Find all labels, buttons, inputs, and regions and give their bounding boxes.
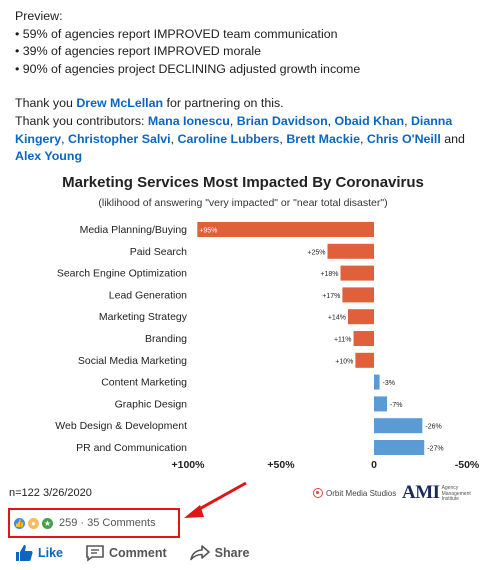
mention-contributor[interactable]: Caroline Lubbers [177,131,280,146]
category-label: Graphic Design [115,398,188,410]
contributors-line: Thank you contributors: Mana Ionescu, Br… [15,113,465,164]
data-label: +11% [334,337,352,344]
bar [347,309,374,325]
chart-image[interactable]: Marketing Services Most Impacted By Coro… [0,170,486,480]
data-label: +18% [320,271,338,278]
bullet-3: • 90% of agencies project DECLINING adju… [15,61,361,76]
mention-contributor[interactable]: Mana Ionescu [147,113,230,128]
contributors-and: and [440,131,465,146]
category-label: Search Engine Optimization [57,268,187,280]
category-label: PR and Communication [76,442,187,454]
category-label: Web Design & Development [55,420,187,432]
mention-contributor[interactable]: Obaid Khan [334,113,405,128]
thanks-suffix: for partnering on this. [163,96,284,111]
bar [197,222,374,237]
category-label: Social Media Marketing [78,355,187,367]
reaction-count[interactable]: 259 · 35 Comments [59,517,156,529]
data-label: -26% [425,424,441,431]
chart-subtitle: (liklihood of answering "very impacted" … [98,197,388,209]
category-label: Media Planning/Buying [80,224,188,236]
data-label: +10% [335,358,353,365]
like-icon: 👍 [13,516,26,530]
post-text: Preview: • 59% of agencies report IMPROV… [15,8,477,166]
thanks-prefix: Thank you [15,96,77,111]
annotation-arrow-icon [184,481,247,518]
bar [374,396,388,412]
data-label: +25% [307,249,325,256]
comment-button[interactable]: Comment [85,544,167,562]
data-label: +95% [199,228,217,235]
bullet-2: • 39% of agencies report IMPROVED morale [15,44,262,59]
bar [374,418,423,434]
sample-size-date: n=122 3/26/2020 [9,487,92,499]
category-label: Branding [145,333,187,345]
reactions-summary[interactable]: 👍 ● ★ 259 · 35 Comments [8,508,180,538]
bullet-1: • 59% of agencies report IMPROVED team c… [15,26,338,41]
mention-drew-mclellan[interactable]: Drew McLellan [76,96,164,111]
comment-icon [86,545,104,562]
x-tick-label: +100% [172,459,206,471]
category-label: Content Marketing [101,377,187,389]
data-label: -27% [427,446,443,453]
bar [340,265,374,281]
bar [342,287,374,303]
mention-contributor[interactable]: Alex Young [15,149,83,164]
bar [374,440,425,455]
mention-contributor[interactable]: Chris O'Neill [366,131,441,146]
orbit-media-logo: Orbit Media Studios [313,488,396,498]
thanks-line: Thank you Drew McLellan for partnering o… [15,95,477,113]
celebrate-icon: ★ [41,516,54,530]
category-label: Lead Generation [109,289,187,301]
mention-contributor[interactable]: Dianna Kingery [15,113,453,146]
bar [353,331,374,346]
category-label: Marketing Strategy [99,311,188,323]
category-label: Paid Search [130,246,187,258]
ami-logo: AMI Agency Management Institute [402,482,472,504]
bar [355,352,374,368]
share-button[interactable]: Share [189,544,250,562]
x-tick-label: +50% [267,459,295,471]
post-actions: Like Comment Share [14,544,271,562]
mention-contributor[interactable]: Brett Mackie [286,131,360,146]
data-label: +17% [322,293,340,300]
comment-label: Comment [109,546,167,560]
chart-title: Marketing Services Most Impacted By Coro… [62,174,424,191]
orbit-label: Orbit Media Studios [326,488,397,498]
contributors-prefix: Thank you contributors: [15,113,148,128]
orbit-icon [313,488,323,498]
mention-contributor[interactable]: Brian Davidson [236,113,328,128]
bar [374,374,380,390]
bar [327,243,374,259]
like-button[interactable]: Like [14,544,63,562]
x-tick-label: 0 [371,459,377,471]
data-label: -3% [383,380,395,387]
insightful-icon: ● [27,516,40,530]
thumbs-up-icon [16,545,33,561]
share-icon [189,545,210,561]
bar-chart: Media Planning/Buying +95% Paid Search +25%… [55,222,480,471]
like-label: Like [38,546,64,560]
data-label: -7% [390,402,402,409]
mention-contributor[interactable]: Christopher Salvi [68,131,171,146]
data-label: +14% [328,315,346,322]
ami-logo-text: AMI [402,482,440,503]
x-tick-label: -50% [455,459,480,471]
share-label: Share [214,546,250,560]
ami-logo-subtext: Agency Management Institute [441,485,471,502]
preview-label: Preview: [15,9,63,23]
